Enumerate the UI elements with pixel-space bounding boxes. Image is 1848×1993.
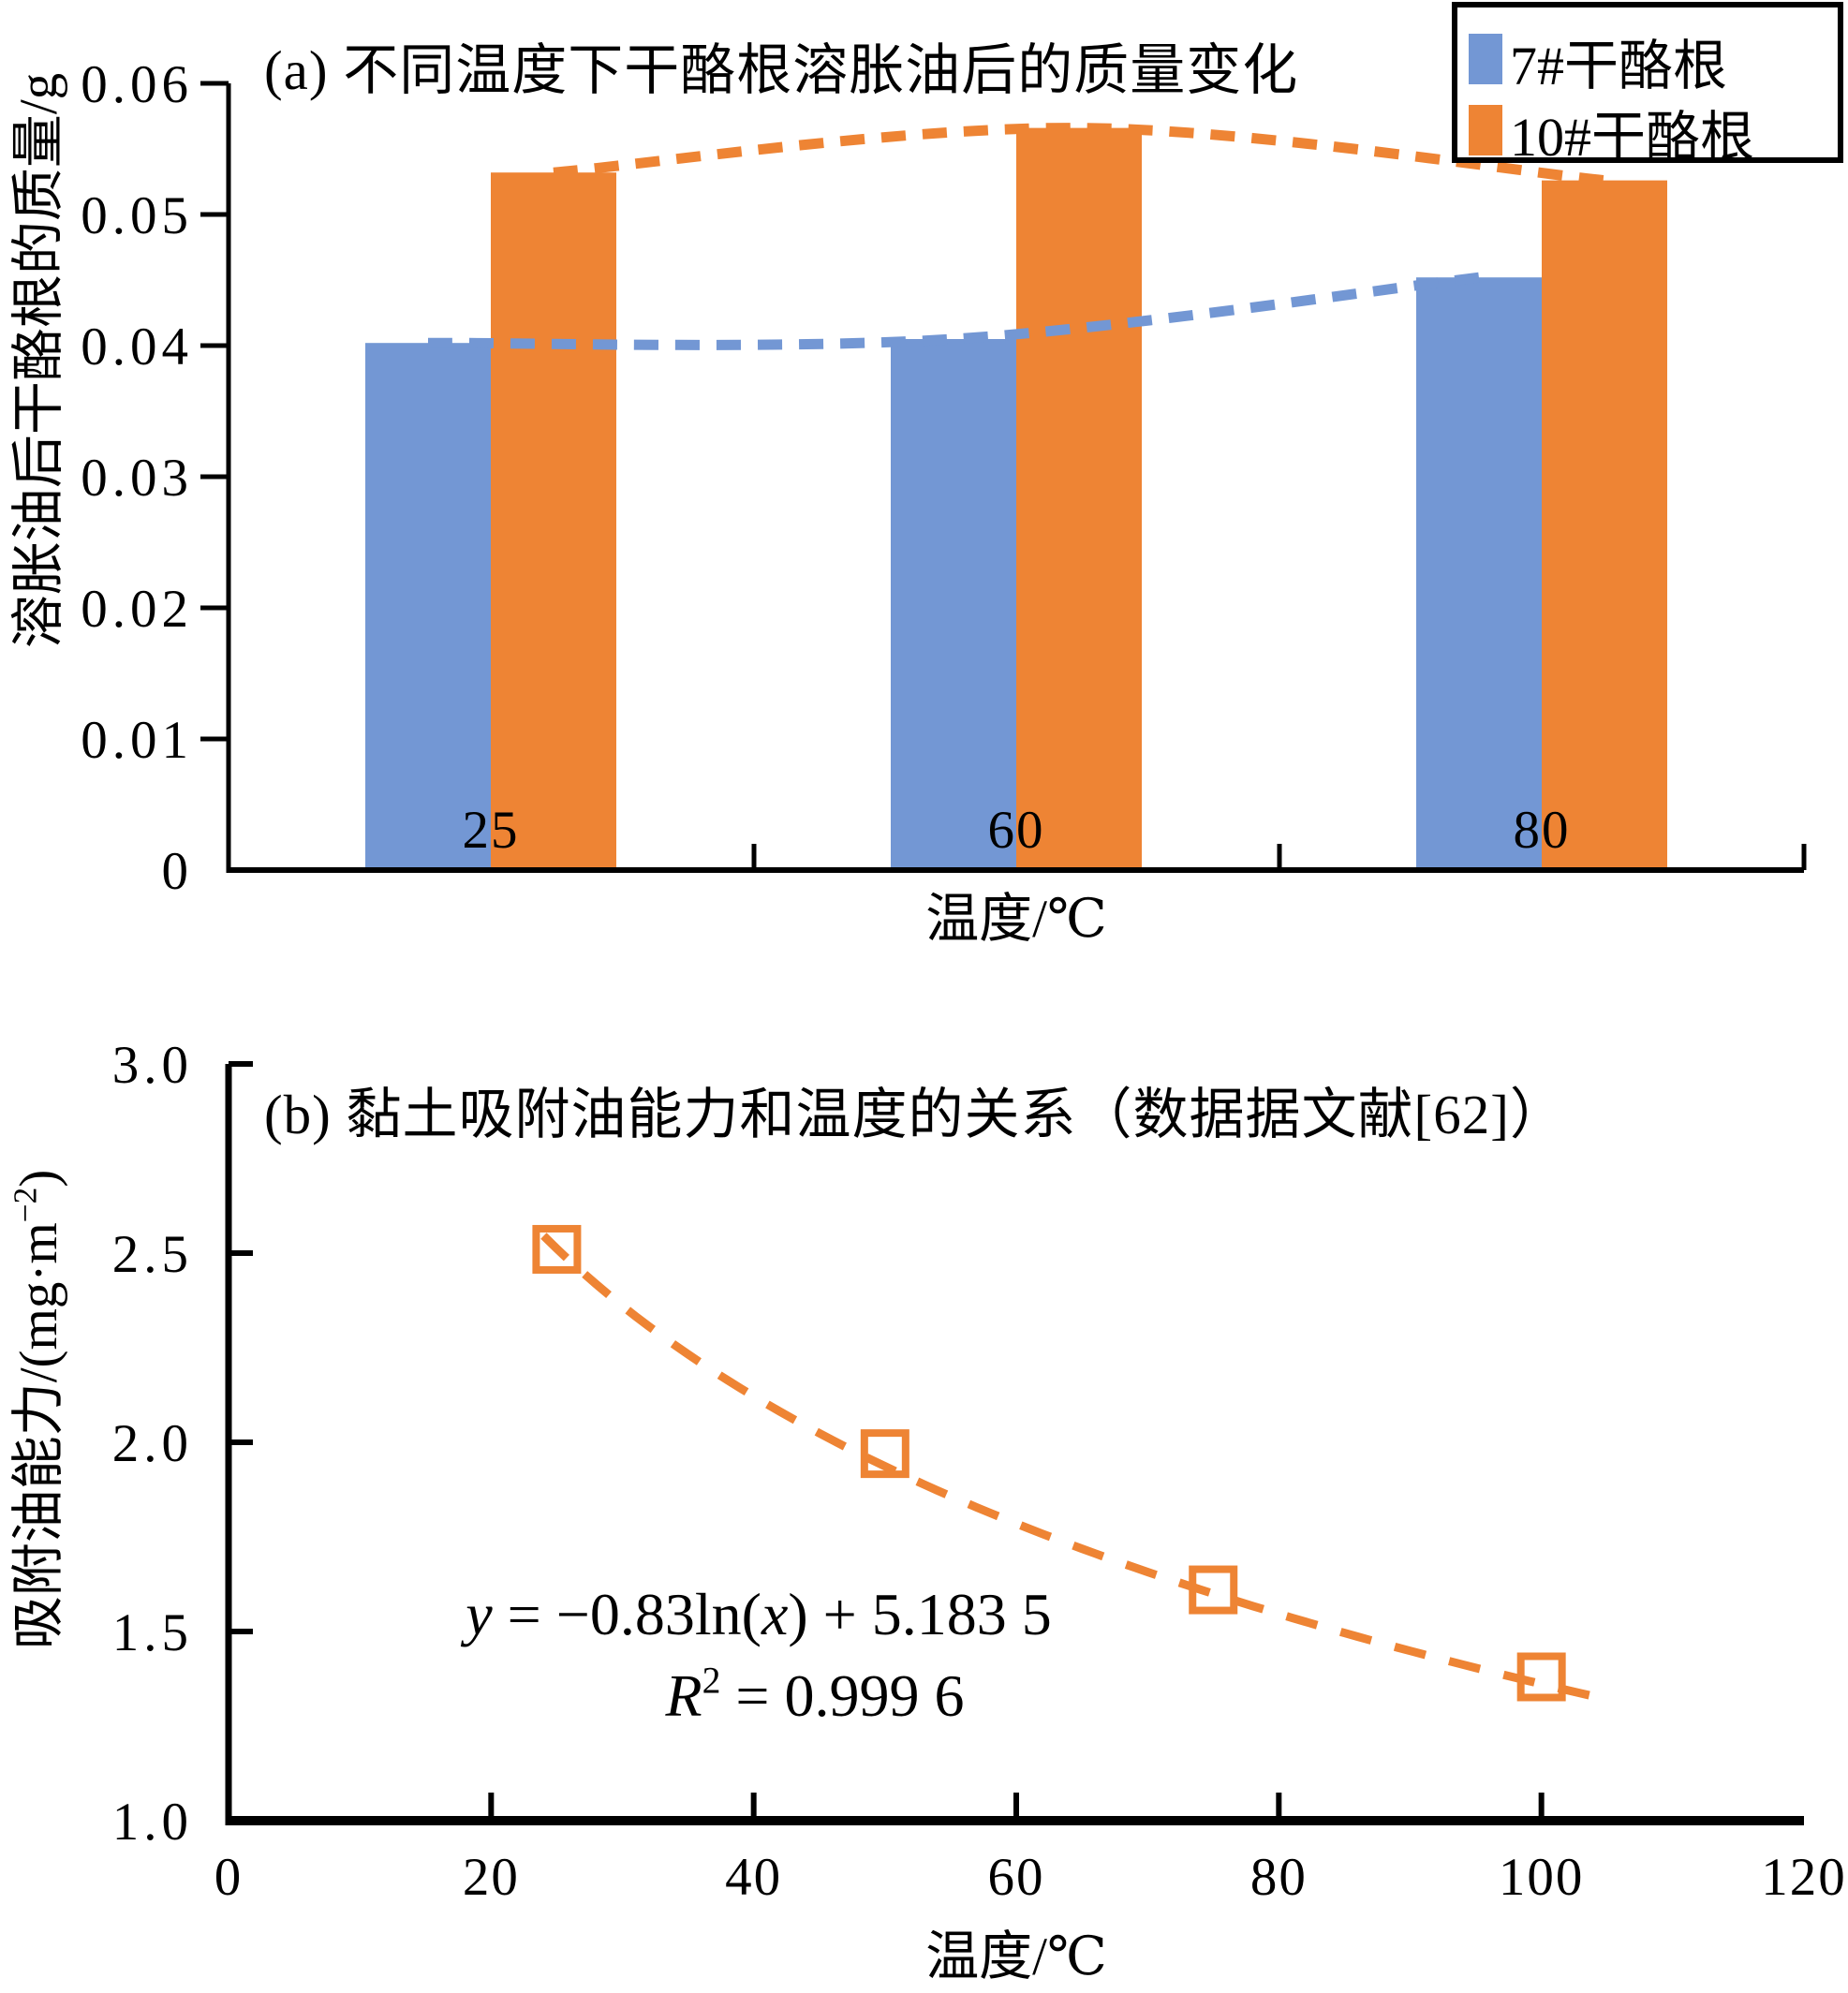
- y-tick-label: 1.5: [112, 1603, 193, 1662]
- bar-10#干酪根-80: [1542, 180, 1667, 871]
- data-point-75C: [1189, 1565, 1238, 1615]
- chart-b-y-axis-label: 吸附油能力/(mg·m−2): [7, 1170, 68, 1650]
- scatter-markers: [532, 1224, 1566, 1702]
- trendline-r-squared: R2 = 0.999 6: [664, 1661, 964, 1729]
- chart-a-y-tick-labels: 0 0.01 0.02 0.03 0.04 0.05 0.06: [81, 55, 194, 901]
- chart-b-x-tick-labels: 0 20 40 60 80 100 120: [214, 1848, 1847, 1907]
- legend-label-10-kerogen: 10#干酪根: [1510, 107, 1754, 168]
- chart-b-title: (b) 黏土吸附油能力和温度的关系（数据据文献[62]）: [264, 1084, 1566, 1145]
- trendline-equation: y = −0.83ln(x) + 5.183 5: [460, 1581, 1052, 1647]
- legend: 7#干酪根 10#干酪根: [1452, 2, 1843, 168]
- legend-swatch-7-kerogen: [1469, 34, 1502, 84]
- y-tick-label: 0.04: [81, 317, 193, 376]
- chart-a-bar-chart: 0 0.01 0.02 0.03 0.04 0.05 0.06 25 60 80 (a) 不同温…: [9, 2, 1843, 949]
- y-tick-label: 0.03: [81, 449, 193, 508]
- trendline-10#干酪根: [553, 123, 1605, 186]
- chart-a-x-axis-label: 温度/℃: [925, 890, 1107, 949]
- chart-a-x-tick-labels: 25 60 80: [463, 801, 1571, 860]
- bar-series-group: [365, 127, 1667, 871]
- y-tick-label: 0.05: [81, 186, 193, 245]
- chart-b-x-axis-label: 温度/℃: [925, 1927, 1107, 1986]
- bar-7#干酪根-80: [1416, 277, 1542, 870]
- x-tick-label: 60: [988, 1848, 1045, 1907]
- y-tick-label: 0.06: [81, 55, 193, 114]
- y-tick-label: 1.0: [112, 1793, 193, 1852]
- x-tick-label: 80: [1250, 1848, 1308, 1907]
- y-tick-label: 2.0: [112, 1414, 193, 1473]
- chart-a-title: (a) 不同温度下干酪根溶胀油后的质量变化: [264, 39, 1298, 101]
- data-point-100C: [1516, 1652, 1566, 1702]
- chart-a-y-axis-label: 溶胀油后干酪根的质量/g: [9, 73, 68, 648]
- y-tick-label: 0.01: [81, 711, 193, 770]
- legend-swatch-10-kerogen: [1469, 105, 1502, 155]
- x-tick-label: 20: [463, 1848, 520, 1907]
- x-tick-label: 25: [463, 801, 520, 860]
- y-tick-label: 3.0: [112, 1036, 193, 1095]
- data-point-50C: [860, 1429, 909, 1479]
- bar-10#干酪根-60: [1016, 127, 1142, 871]
- legend-label-7-kerogen: 7#干酪根: [1510, 36, 1727, 96]
- bar-10#干酪根-25: [491, 172, 616, 870]
- y-tick-label: 0: [162, 842, 194, 901]
- x-tick-label: 80: [1514, 801, 1571, 860]
- bar-trendlines-group: [427, 123, 1605, 350]
- chart-b-axes: [225, 1061, 1804, 1825]
- x-tick-label: 120: [1761, 1848, 1847, 1907]
- chart-a-axes: [200, 81, 1807, 873]
- y-tick-label: 0.02: [81, 580, 193, 639]
- log-trendline-path: [540, 1233, 1595, 1701]
- bar-7#干酪根-25: [365, 343, 491, 870]
- x-tick-label: 40: [725, 1848, 782, 1907]
- bar-7#干酪根-60: [891, 339, 1016, 870]
- chart-b-scatter-chart: 1.0 1.5 2.0 2.5 3.0 0 20 40 60 80 100 120 (b) 黏土吸附…: [7, 1036, 1847, 1986]
- y-tick-label: 2.5: [112, 1225, 193, 1284]
- x-tick-label: 60: [988, 801, 1045, 860]
- trendline-7#干酪根: [427, 272, 1480, 350]
- log-trendline: [540, 1233, 1595, 1701]
- chart-b-y-tick-labels: 1.0 1.5 2.0 2.5 3.0: [112, 1036, 193, 1852]
- data-point-25C: [532, 1224, 582, 1274]
- x-tick-label: 0: [214, 1848, 244, 1907]
- x-tick-label: 100: [1499, 1848, 1585, 1907]
- legend-box: [1452, 2, 1843, 163]
